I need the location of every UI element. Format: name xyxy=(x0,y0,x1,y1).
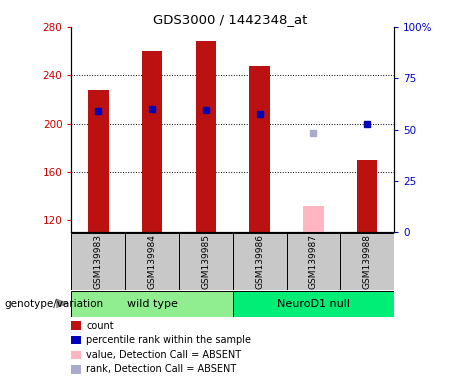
Polygon shape xyxy=(56,298,69,308)
Text: NeuroD1 null: NeuroD1 null xyxy=(277,299,350,309)
Text: value, Detection Call = ABSENT: value, Detection Call = ABSENT xyxy=(86,350,241,360)
Text: GDS3000 / 1442348_at: GDS3000 / 1442348_at xyxy=(154,13,307,26)
Text: wild type: wild type xyxy=(127,299,177,309)
Bar xyxy=(233,291,394,317)
Bar xyxy=(303,206,324,232)
Text: GSM139984: GSM139984 xyxy=(148,234,157,289)
Text: GSM139985: GSM139985 xyxy=(201,234,210,289)
Text: genotype/variation: genotype/variation xyxy=(5,299,104,309)
Text: count: count xyxy=(86,321,114,331)
Bar xyxy=(357,160,378,232)
Bar xyxy=(195,41,216,232)
Bar xyxy=(142,51,162,232)
Text: GSM139988: GSM139988 xyxy=(363,234,372,289)
Bar xyxy=(71,291,233,317)
Bar xyxy=(249,66,270,232)
Text: GSM139987: GSM139987 xyxy=(309,234,318,289)
Text: rank, Detection Call = ABSENT: rank, Detection Call = ABSENT xyxy=(86,364,236,374)
Text: GSM139983: GSM139983 xyxy=(94,234,103,289)
Text: GSM139986: GSM139986 xyxy=(255,234,264,289)
Bar xyxy=(88,90,109,232)
Text: percentile rank within the sample: percentile rank within the sample xyxy=(86,335,251,345)
